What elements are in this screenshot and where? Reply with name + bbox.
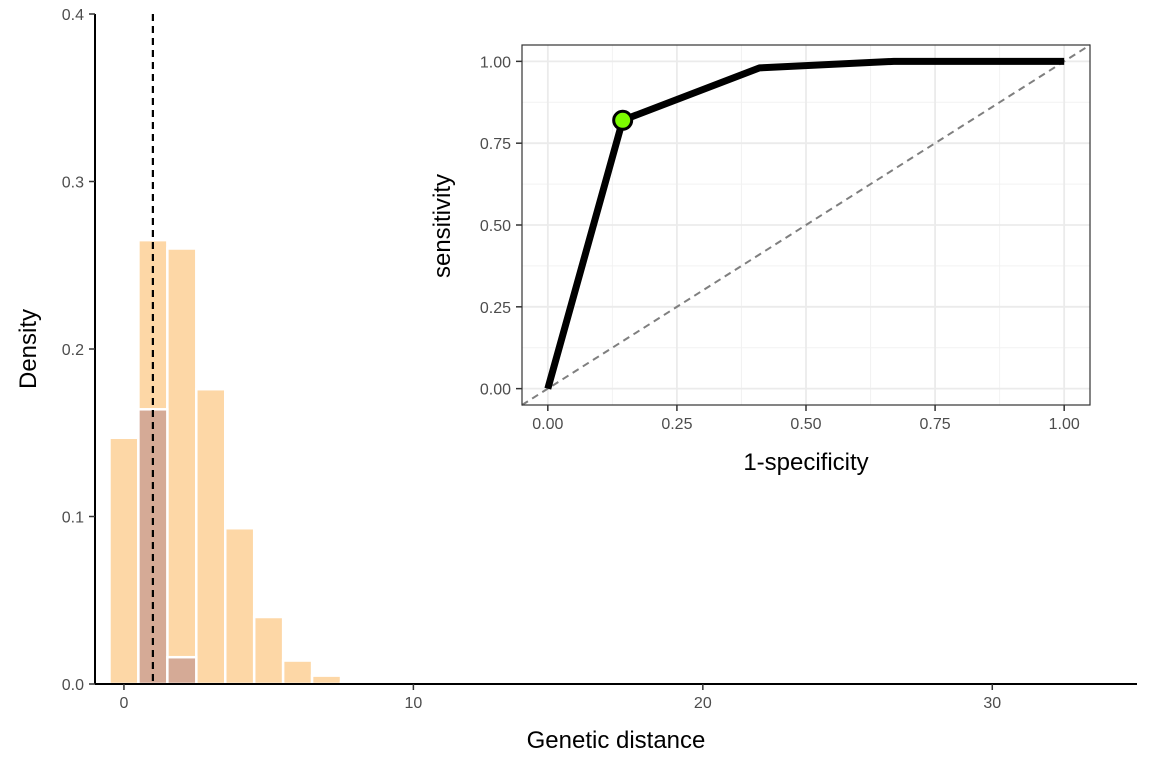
- inset-y-axis-title: sensitivity: [429, 174, 456, 278]
- y-tick-label: 0.1: [62, 510, 84, 527]
- x-axis-ticks: 0 10 20 30: [119, 684, 1001, 712]
- x-tick-label: 30: [983, 695, 1001, 712]
- x-tick-label: 0: [119, 695, 128, 712]
- inset-x-tick-label: 1.00: [1049, 416, 1080, 433]
- inset-diagonal-reference: [521, 44, 1091, 406]
- histogram-bar: [252, 615, 285, 686]
- y-tick-label: 0.4: [62, 7, 84, 24]
- inset-x-axis-ticks: 0.00 0.25 0.50 0.75 1.00: [532, 405, 1080, 433]
- x-axis-title: Genetic distance: [527, 727, 706, 754]
- x-tick-label: 20: [694, 695, 712, 712]
- inset-x-tick-label: 0.50: [790, 416, 821, 433]
- roc-curve: [544, 57, 1065, 390]
- histogram-bar: [195, 387, 227, 686]
- histogram-bar: [310, 674, 343, 686]
- histogram-panel: 0 10 20 30 0.0 0.1 0.2 0.3 0.4 Genetic distance…: [15, 7, 1137, 754]
- y-tick-label: 0.3: [62, 175, 84, 192]
- inset-y-tick-label: 0.50: [480, 218, 511, 235]
- inset-x-tick-label: 0.00: [532, 416, 563, 433]
- inset-y-tick-label: 0.25: [480, 300, 511, 317]
- inset-gridlines: [522, 45, 1090, 405]
- inset-x-tick-label: 0.75: [920, 416, 951, 433]
- histogram-bar: [166, 247, 198, 686]
- histogram-bar: [281, 659, 314, 686]
- y-tick-label: 0.2: [62, 342, 84, 359]
- histogram-bar: [224, 526, 256, 686]
- inset-x-tick-label: 0.25: [661, 416, 692, 433]
- inset-x-axis-title: 1-specificity: [743, 449, 868, 476]
- y-axis-ticks: 0.0 0.1 0.2 0.3 0.4: [62, 7, 95, 694]
- overlay-histogram-bar: [166, 655, 198, 686]
- inset-y-tick-label: 0.00: [480, 382, 511, 399]
- inset-y-tick-label: 0.75: [480, 136, 511, 153]
- histogram-bar: [108, 436, 140, 686]
- x-tick-label: 10: [404, 695, 422, 712]
- y-tick-label: 0.0: [62, 677, 84, 694]
- optimal-threshold-point: [612, 109, 634, 131]
- inset-y-tick-label: 1.00: [480, 54, 511, 71]
- roc-inset-panel: 0.00 0.25 0.50 0.75 1.00 0.00 0.25 0.50 0.75 1.0…: [429, 44, 1091, 476]
- y-axis-title: Density: [15, 309, 42, 389]
- inset-y-axis-ticks: 0.00 0.25 0.50 0.75 1.00: [480, 54, 522, 399]
